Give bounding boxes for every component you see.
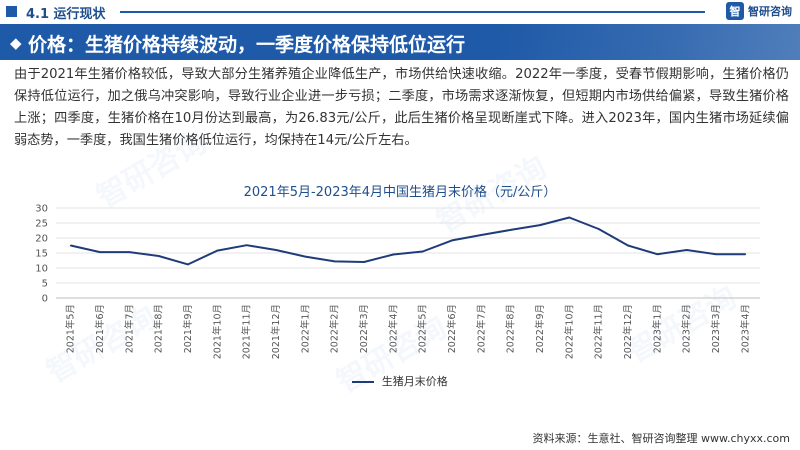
banner-bullet-icon: ◆	[10, 34, 22, 52]
section-label: 4.1 运行现状	[26, 7, 106, 22]
data-point	[509, 229, 512, 231]
data-point	[656, 253, 659, 255]
x-tick-label: 2021年5月	[65, 304, 77, 353]
banner-decoration	[500, 24, 800, 60]
y-tick-label: 15	[35, 249, 48, 260]
source-note: 资料来源：生意社、智研咨询整理 www.chyxx.com	[532, 432, 790, 445]
data-point	[539, 224, 541, 226]
data-point	[597, 228, 600, 230]
data-point	[245, 244, 248, 246]
data-point	[128, 251, 131, 253]
x-tick-label: 2021年8月	[153, 304, 165, 353]
y-tick-label: 30	[35, 204, 48, 215]
x-tick-label: 2021年11月	[241, 304, 253, 359]
x-tick-label: 2022年3月	[358, 304, 370, 353]
data-point	[627, 244, 629, 247]
data-point	[333, 260, 336, 263]
data-point	[392, 253, 395, 256]
x-tick-label: 2021年6月	[94, 304, 106, 353]
chart-legend: 生猪月末价格	[0, 373, 800, 389]
header-divider	[120, 11, 705, 13]
data-point	[744, 253, 747, 255]
x-tick-label: 2022年12月	[622, 304, 634, 359]
x-tick-label: 2021年9月	[182, 304, 194, 353]
data-point	[480, 234, 483, 236]
x-tick-label: 2022年5月	[417, 304, 429, 353]
x-tick-label: 2022年4月	[387, 304, 399, 353]
x-tick-label: 2022年1月	[299, 304, 311, 353]
price-line-chart: 0 5 10 15 20 25 30 2021年5月 2021年6月 2021年7月 2021年8月…	[35, 204, 760, 359]
data-point	[187, 263, 189, 266]
data-point	[715, 253, 717, 255]
data-point	[568, 216, 571, 219]
x-tick-label: 2022年11月	[593, 304, 605, 359]
data-point	[451, 239, 453, 242]
series-line	[70, 216, 746, 266]
brand-logo: 智 智研咨询	[726, 2, 792, 20]
y-tick-label: 25	[35, 219, 48, 230]
section-marker-icon	[6, 6, 17, 17]
x-tick-label: 2022年8月	[505, 304, 517, 353]
x-tick-label: 2021年12月	[270, 304, 282, 359]
x-tick-label: 2022年2月	[329, 304, 341, 353]
data-point	[69, 244, 72, 247]
x-tick-label: 2022年6月	[446, 304, 458, 353]
title-banner	[0, 24, 800, 60]
data-point	[685, 249, 688, 251]
page-title: 价格：生猪价格持续波动，一季度价格保持低位运行	[28, 34, 466, 56]
x-tick-label: 2023年1月	[651, 304, 663, 353]
x-tick-label: 2021年10月	[211, 304, 223, 359]
y-tick-label: 20	[35, 234, 48, 245]
legend-swatch	[352, 381, 375, 383]
description-paragraph: 由于2021年生猪价格较低，导致大部分生猪养殖企业降低生产，市场供给快速收缩。2…	[14, 67, 789, 148]
x-tick-label: 2023年2月	[681, 304, 693, 353]
logo-mark-icon: 智	[726, 2, 744, 20]
logo-text: 智研咨询	[748, 5, 792, 18]
y-tick-label: 10	[35, 264, 48, 275]
x-tick-label: 2022年10月	[563, 304, 575, 359]
data-point	[275, 249, 277, 251]
x-tick-label: 2022年9月	[534, 304, 546, 353]
x-tick-label: 2023年4月	[739, 304, 751, 353]
data-point	[216, 249, 219, 252]
data-point	[157, 255, 160, 257]
y-tick-label: 0	[42, 294, 48, 305]
x-tick-label: 2023年3月	[710, 304, 722, 353]
y-tick-label: 5	[42, 279, 48, 290]
data-point	[421, 250, 424, 253]
chart-title: 2021年5月-2023年4月中国生猪月末价格（元/公斤）	[243, 185, 557, 200]
data-point	[363, 261, 365, 263]
x-tick-label: 2021年7月	[123, 304, 135, 353]
x-tick-label: 2022年7月	[475, 304, 487, 353]
data-point	[99, 251, 101, 253]
data-point	[304, 255, 307, 258]
legend-label: 生猪月末价格	[381, 375, 448, 388]
